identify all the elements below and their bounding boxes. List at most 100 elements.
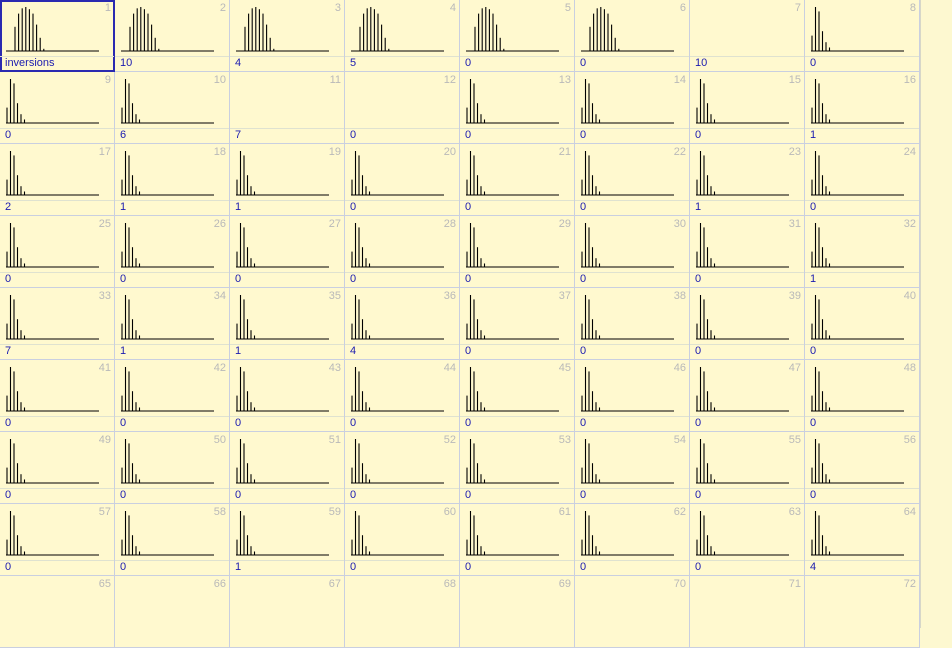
thumbnail-cell[interactable]: 12 0	[345, 72, 460, 144]
thumbnail-cell[interactable]: 36 4	[345, 288, 460, 360]
thumbnail-cell[interactable]: 20 0	[345, 144, 460, 216]
value-row-divider	[0, 344, 114, 345]
thumbnail-cell[interactable]: 40 0	[805, 288, 920, 360]
thumbnail-cell[interactable]: 58 0	[115, 504, 230, 576]
value-row-divider	[575, 488, 689, 489]
value-row-divider	[115, 416, 229, 417]
cell-index: 26	[213, 218, 226, 230]
thumbnail-cell[interactable]: 66	[115, 576, 230, 648]
value-row-divider	[575, 416, 689, 417]
histogram-thumbnail	[811, 7, 904, 52]
thumbnail-cell[interactable]: 45 0	[460, 360, 575, 432]
thumbnail-cell[interactable]: 65	[0, 576, 115, 648]
thumbnail-cell[interactable]: 19 1	[230, 144, 345, 216]
thumbnail-cell[interactable]: 32 1	[805, 216, 920, 288]
thumbnail-cell[interactable]: 14 0	[575, 72, 690, 144]
thumbnail-cell[interactable]: 61 0	[460, 504, 575, 576]
thumbnail-cell[interactable]: 7 10	[690, 0, 805, 72]
thumbnail-cell[interactable]: 31 0	[690, 216, 805, 288]
thumbnail-cell[interactable]: 46 0	[575, 360, 690, 432]
thumbnail-cell[interactable]: 16 1	[805, 72, 920, 144]
value-row-divider	[690, 200, 804, 201]
cell-index: 52	[443, 434, 456, 446]
thumbnail-cell[interactable]: 69	[460, 576, 575, 648]
thumbnail-cell[interactable]: 38 0	[575, 288, 690, 360]
thumbnail-cell[interactable]: 27 0	[230, 216, 345, 288]
value-row-divider	[230, 344, 344, 345]
value-row-divider	[690, 272, 804, 273]
thumbnail-cell[interactable]: 41 0	[0, 360, 115, 432]
thumbnail-cell[interactable]: 29 0	[460, 216, 575, 288]
value-row-divider	[690, 416, 804, 417]
thumbnail-cell[interactable]: 25 0	[0, 216, 115, 288]
thumbnail-cell[interactable]: 26 0	[115, 216, 230, 288]
histogram-thumbnail	[581, 151, 674, 196]
thumbnail-cell[interactable]: 23 1	[690, 144, 805, 216]
thumbnail-cell[interactable]: 62 0	[575, 504, 690, 576]
thumbnail-cell[interactable]: 37 0	[460, 288, 575, 360]
cell-value-label: 1	[810, 273, 817, 285]
cell-value-label: 0	[695, 345, 702, 357]
thumbnail-cell[interactable]: 34 1	[115, 288, 230, 360]
thumbnail-cell[interactable]: 50 0	[115, 432, 230, 504]
histogram-thumbnail	[811, 367, 904, 412]
cell-index: 17	[98, 146, 111, 158]
thumbnail-cell[interactable]: 64 4	[805, 504, 920, 576]
thumbnail-cell[interactable]: 43 0	[230, 360, 345, 432]
thumbnail-cell[interactable]: 18 1	[115, 144, 230, 216]
cell-value-label: 7	[235, 129, 242, 141]
cell-value-label: 0	[580, 201, 587, 213]
thumbnail-cell[interactable]: 57 0	[0, 504, 115, 576]
cell-index: 20	[443, 146, 456, 158]
cell-value-label: 0	[465, 57, 472, 69]
thumbnail-cell[interactable]: 53 0	[460, 432, 575, 504]
thumbnail-cell[interactable]: 17 2	[0, 144, 115, 216]
thumbnail-cell[interactable]: 63 0	[690, 504, 805, 576]
value-row-divider	[345, 344, 459, 345]
thumbnail-cell[interactable]: 24 0	[805, 144, 920, 216]
thumbnail-cell[interactable]: 56 0	[805, 432, 920, 504]
thumbnail-cell[interactable]: 1 inversions	[0, 0, 115, 72]
thumbnail-cell[interactable]: 54 0	[575, 432, 690, 504]
thumbnail-cell[interactable]: 72	[805, 576, 920, 648]
thumbnail-cell[interactable]: 30 0	[575, 216, 690, 288]
thumbnail-cell[interactable]: 55 0	[690, 432, 805, 504]
thumbnail-cell[interactable]: 68	[345, 576, 460, 648]
thumbnail-cell[interactable]: 28 0	[345, 216, 460, 288]
cell-index: 57	[98, 506, 111, 518]
thumbnail-cell[interactable]: 44 0	[345, 360, 460, 432]
thumbnail-cell[interactable]: 11 7	[230, 72, 345, 144]
thumbnail-cell[interactable]: 10 6	[115, 72, 230, 144]
thumbnail-cell[interactable]: 47 0	[690, 360, 805, 432]
thumbnail-cell[interactable]: 60 0	[345, 504, 460, 576]
thumbnail-cell[interactable]: 49 0	[0, 432, 115, 504]
thumbnail-cell[interactable]: 67	[230, 576, 345, 648]
value-row-divider	[0, 272, 114, 273]
cell-value-label: 0	[5, 273, 12, 285]
thumbnail-cell[interactable]: 13 0	[460, 72, 575, 144]
thumbnail-cell[interactable]: 39 0	[690, 288, 805, 360]
cell-value-label: 0	[465, 201, 472, 213]
thumbnail-cell[interactable]: 42 0	[115, 360, 230, 432]
histogram-thumbnail	[6, 295, 99, 340]
thumbnail-cell[interactable]: 22 0	[575, 144, 690, 216]
thumbnail-cell[interactable]: 15 0	[690, 72, 805, 144]
thumbnail-cell[interactable]: 71	[690, 576, 805, 648]
thumbnail-cell[interactable]: 48 0	[805, 360, 920, 432]
thumbnail-cell[interactable]: 35 1	[230, 288, 345, 360]
thumbnail-cell[interactable]: 52 0	[345, 432, 460, 504]
cell-index: 28	[443, 218, 456, 230]
thumbnail-cell[interactable]: 59 1	[230, 504, 345, 576]
thumbnail-cell[interactable]: 51 0	[230, 432, 345, 504]
thumbnail-cell[interactable]: 70	[575, 576, 690, 648]
thumbnail-cell[interactable]: 33 7	[0, 288, 115, 360]
value-row-divider	[460, 128, 574, 129]
